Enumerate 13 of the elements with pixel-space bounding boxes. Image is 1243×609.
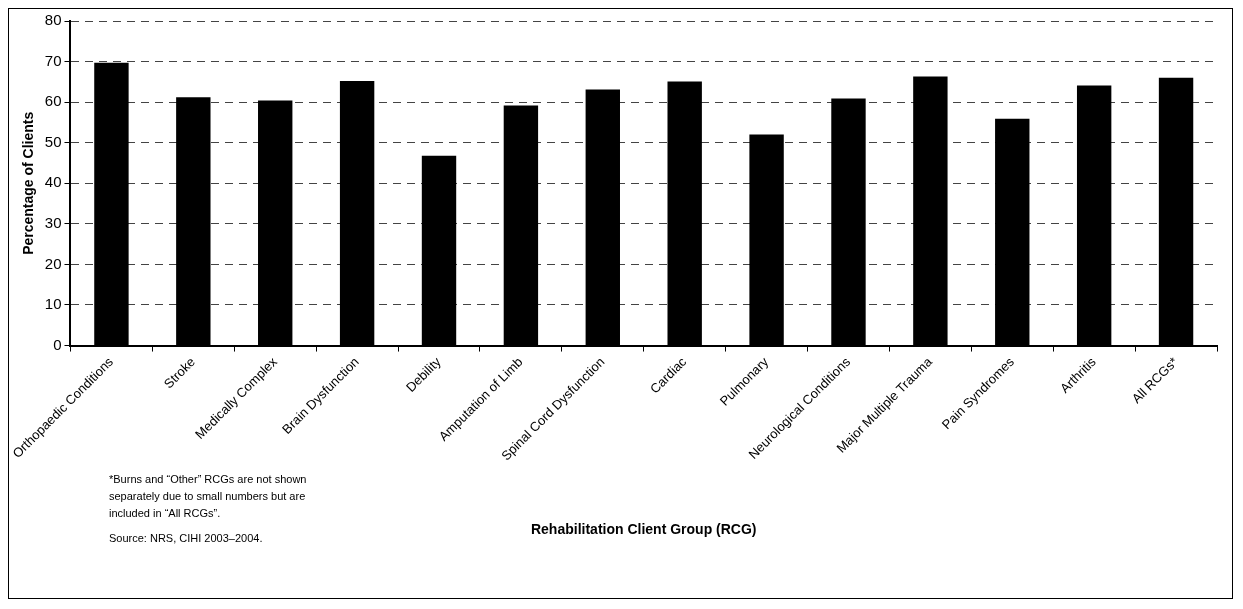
y-tick-label: 60 (44, 92, 62, 110)
y-tick-label: 10 (44, 295, 62, 313)
y-tick-label: 30 (44, 213, 62, 231)
y-tick-label: 0 (53, 335, 62, 353)
y-tick-label: 40 (44, 173, 62, 191)
y-tick-label: 20 (44, 254, 62, 272)
y-tick-label: 50 (44, 132, 62, 150)
x-axis-title: Rehabilitation Client Group (RCG) (530, 521, 757, 538)
y-tick-label: 80 (44, 11, 62, 29)
y-tick-label: 70 (44, 51, 62, 69)
source-note: Source: NRS, CIHI 2003–2004. (109, 531, 264, 546)
y-axis-title: Percentage of Clients (20, 111, 37, 255)
text: *Burns and “Other” RCGs are not shown separately due to small numbers but are included in “All RCGs”. (109, 472, 308, 521)
